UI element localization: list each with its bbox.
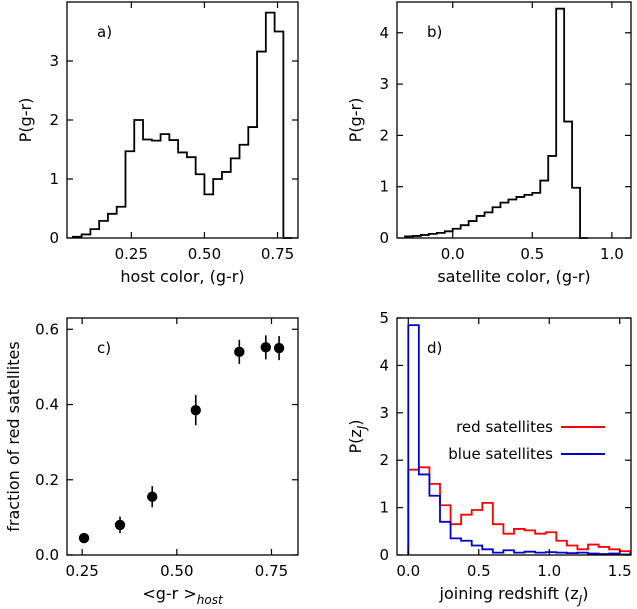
axes-frame bbox=[66, 317, 299, 556]
x-tick-label: 0.5 bbox=[520, 245, 544, 263]
panel-label: d) bbox=[427, 339, 442, 357]
histogram-step-red-satellites bbox=[407, 466, 632, 555]
x-tick-label: 0.0 bbox=[441, 245, 465, 263]
y-tick-label: 0.4 bbox=[35, 396, 59, 414]
histogram-step-series-0 bbox=[71, 11, 293, 239]
panel-c: 0.25 0.50 0.75 0.0 0.2 0.4 0.6 c) <g-r >host frac… bbox=[4, 317, 299, 607]
x-tick-label: 0.50 bbox=[160, 562, 193, 580]
x-tick-label: 1.0 bbox=[537, 562, 561, 580]
y-tick-label: 0 bbox=[379, 546, 389, 564]
y-tick-label: 4 bbox=[379, 356, 389, 374]
y-tick-label: 0 bbox=[379, 229, 389, 247]
y-axis-label: P(zJ) bbox=[346, 419, 369, 453]
axes-frame bbox=[396, 317, 632, 556]
y-tick-label: 2 bbox=[379, 451, 389, 469]
legend-label: blue satellites bbox=[448, 445, 553, 463]
x-tick-label: 0.75 bbox=[255, 562, 288, 580]
x-tick-label: 0.0 bbox=[396, 562, 420, 580]
y-tick-label: 3 bbox=[379, 404, 389, 422]
data-point-6 bbox=[273, 342, 285, 354]
legend-label: red satellites bbox=[456, 418, 553, 436]
y-tick-label: 5 bbox=[379, 309, 389, 327]
y-tick-label: 0 bbox=[49, 229, 59, 247]
y-axis-label: P(g-r) bbox=[16, 98, 35, 143]
y-tick-label: 3 bbox=[379, 75, 389, 93]
data-point-5 bbox=[260, 342, 272, 353]
y-axis-label: P(g-r) bbox=[346, 98, 365, 143]
panel-a: 0.25 0.50 0.75 0 1 2 3 a) host color, (g-r) P(g-r… bbox=[16, 1, 299, 286]
y-tick-label: 1 bbox=[379, 499, 389, 517]
data-point-2 bbox=[147, 491, 158, 502]
y-tick-label: 2 bbox=[379, 126, 389, 144]
data-point-0 bbox=[78, 532, 90, 544]
x-tick-label: 1.0 bbox=[600, 245, 624, 263]
data-point-1 bbox=[114, 519, 126, 531]
histogram-step-blue-satellites bbox=[407, 324, 632, 556]
data-point-3 bbox=[190, 404, 201, 416]
x-tick-label: 0.5 bbox=[467, 562, 491, 580]
x-axis-label: <g-r >host bbox=[142, 584, 224, 607]
panel-label: c) bbox=[97, 339, 111, 357]
y-tick-label: 4 bbox=[379, 24, 389, 42]
x-tick-label: 0.75 bbox=[261, 245, 294, 263]
y-tick-label: 1 bbox=[49, 170, 59, 188]
panel-label: b) bbox=[427, 23, 442, 41]
y-tick-label: 2 bbox=[49, 111, 59, 129]
data-point-4 bbox=[234, 346, 245, 358]
y-tick-label: 1 bbox=[379, 178, 389, 196]
panel-d: 0.0 0.5 1.0 1.5 0 1 2 3 4 5 d) joining redshift (zJ… bbox=[346, 309, 632, 607]
panel-label: a) bbox=[97, 23, 112, 41]
x-axis-label: host color, (g-r) bbox=[120, 267, 244, 286]
y-tick-label: 0.6 bbox=[35, 320, 59, 338]
axes-frame bbox=[396, 1, 632, 239]
x-tick-label: 1.5 bbox=[608, 562, 632, 580]
y-tick-label: 3 bbox=[49, 52, 59, 70]
x-tick-label: 0.50 bbox=[188, 245, 221, 263]
y-tick-label: 0.0 bbox=[35, 546, 59, 564]
x-axis-label: satellite color, (g-r) bbox=[437, 267, 590, 286]
histogram-step-series-0 bbox=[404, 7, 589, 239]
x-tick-label: 0.25 bbox=[65, 562, 98, 580]
y-tick-label: 0.2 bbox=[35, 471, 59, 489]
y-axis-label: fraction of red satellites bbox=[4, 341, 23, 531]
panel-b: 0.0 0.5 1.0 0 1 2 3 4 b) satellite color, (g-r) P(… bbox=[346, 1, 632, 286]
x-axis-label: joining redshift (zJ) bbox=[439, 584, 589, 607]
x-tick-label: 0.25 bbox=[115, 245, 148, 263]
